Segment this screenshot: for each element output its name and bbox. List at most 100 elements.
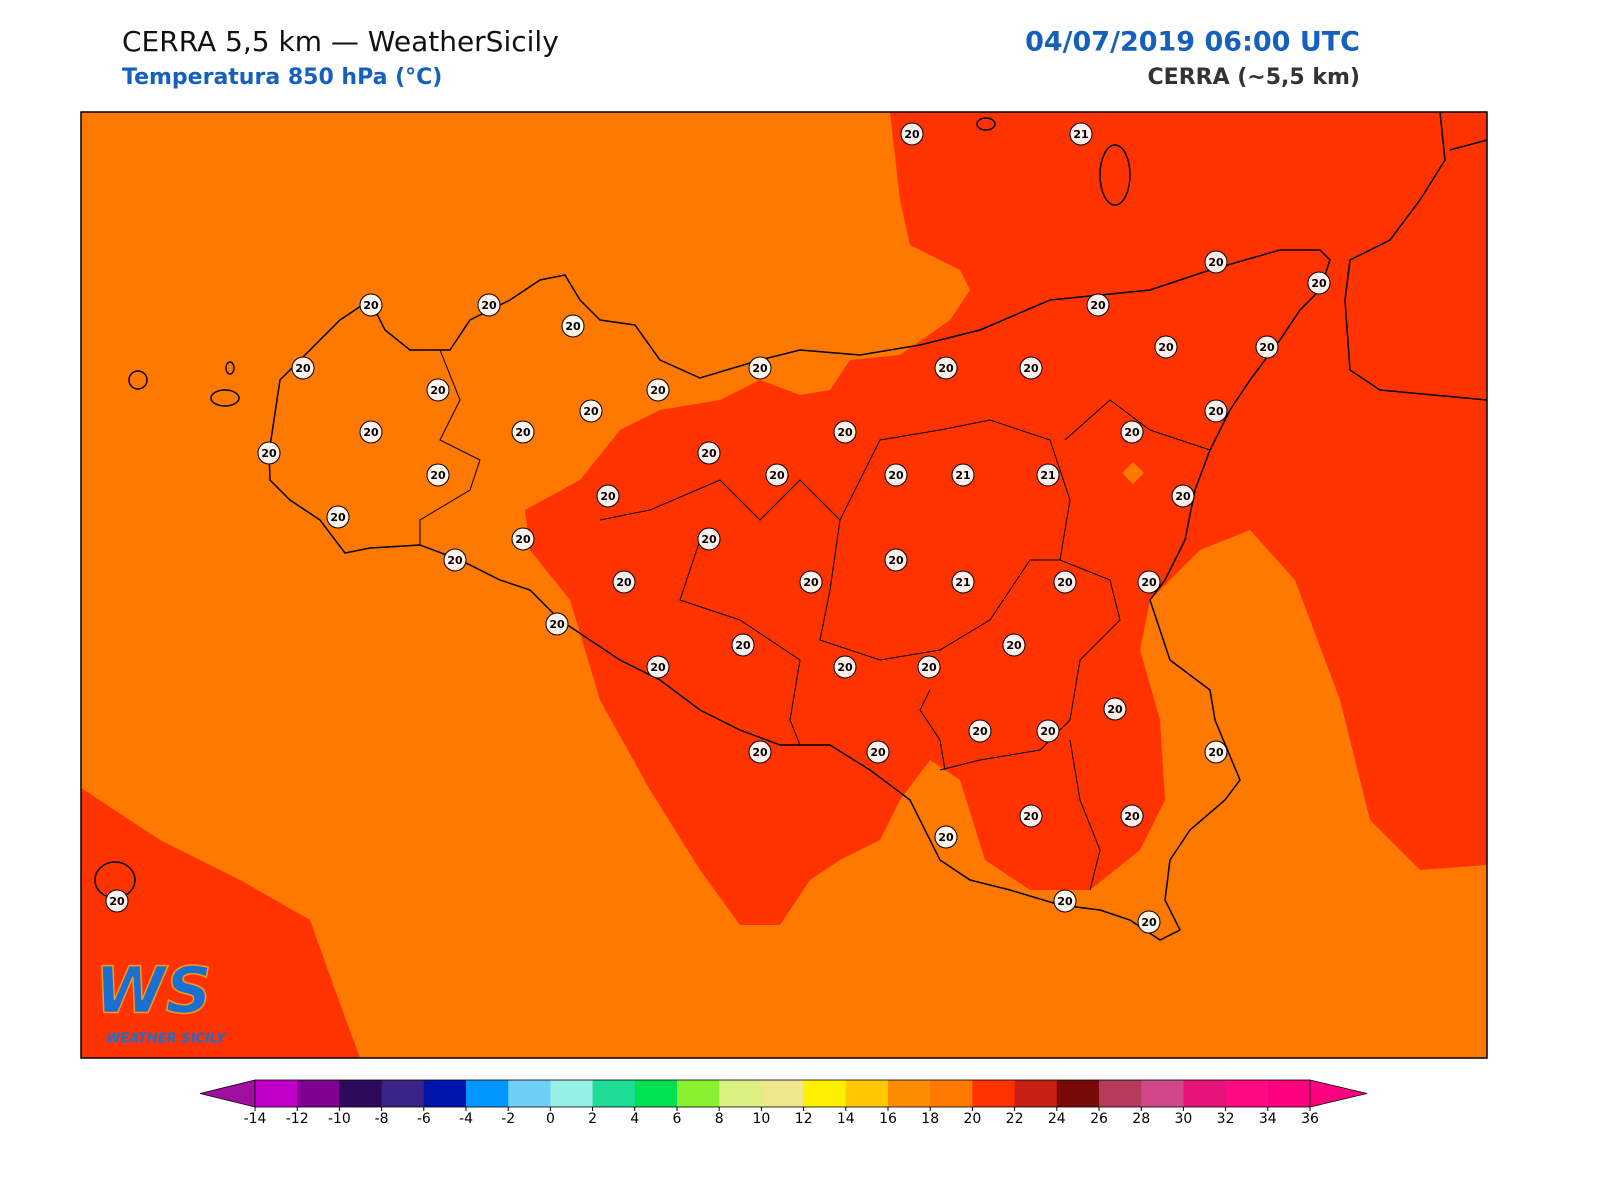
station-value: 21 bbox=[955, 576, 970, 589]
station-marker bbox=[799, 570, 823, 594]
station-value: 20 bbox=[600, 490, 616, 503]
station-value: 20 bbox=[870, 746, 886, 759]
station-marker bbox=[257, 441, 281, 465]
field-red bbox=[525, 112, 1487, 925]
station-marker bbox=[1171, 484, 1195, 508]
station-marker bbox=[765, 463, 789, 487]
station-value: 21 bbox=[1040, 469, 1055, 482]
station-value: 20 bbox=[430, 469, 446, 482]
colorbar-tick-label: -6 bbox=[417, 1111, 431, 1127]
colorbar-tick-label: 12 bbox=[795, 1111, 813, 1127]
station-value: 20 bbox=[1040, 725, 1056, 738]
station-marker bbox=[1103, 697, 1127, 721]
station-marker bbox=[1307, 271, 1331, 295]
station-marker bbox=[511, 527, 535, 551]
station-marker bbox=[291, 356, 315, 380]
station-value: 20 bbox=[295, 362, 311, 375]
colorbar-tick-label: 24 bbox=[1048, 1111, 1066, 1127]
station-marker bbox=[934, 825, 958, 849]
station-marker bbox=[1204, 250, 1228, 274]
colorbar-band bbox=[761, 1080, 805, 1107]
station-marker bbox=[426, 463, 450, 487]
station-value: 20 bbox=[701, 447, 717, 460]
logo-mark: WS bbox=[95, 955, 212, 1029]
colorbar-band bbox=[297, 1080, 340, 1107]
station-marker bbox=[326, 505, 350, 529]
station-marker bbox=[697, 441, 721, 465]
station-value: 20 bbox=[1023, 362, 1039, 375]
station-value: 21 bbox=[955, 469, 970, 482]
station-marker bbox=[646, 655, 670, 679]
colorbar-band bbox=[803, 1080, 847, 1107]
station-value: 20 bbox=[1208, 746, 1224, 759]
station-marker bbox=[1019, 356, 1043, 380]
colorbar-tick-label: -8 bbox=[375, 1111, 389, 1127]
station-marker bbox=[697, 527, 721, 551]
station-value: 20 bbox=[752, 746, 768, 759]
station-value: 20 bbox=[1208, 405, 1224, 418]
station-value: 20 bbox=[1124, 810, 1140, 823]
station-marker bbox=[511, 420, 535, 444]
station-marker bbox=[105, 889, 129, 913]
colorbar-tick-label: 34 bbox=[1259, 1111, 1277, 1127]
station-marker bbox=[1053, 889, 1077, 913]
colorbar: -14 -12 -10 -8 -6 -4 -2 0 2 4 6 8 10 12 14 16 18 20 22 24 26… bbox=[199, 1079, 1368, 1127]
station-value: 20 bbox=[803, 576, 819, 589]
colorbar-band bbox=[1225, 1080, 1269, 1107]
station-value: 21 bbox=[1073, 128, 1088, 141]
station-marker bbox=[1120, 420, 1144, 444]
station-marker bbox=[731, 633, 755, 657]
station-marker bbox=[1002, 633, 1026, 657]
station-value: 20 bbox=[888, 554, 904, 567]
colorbar-band bbox=[888, 1080, 931, 1107]
datetime: 04/07/2019 06:00 UTC bbox=[1025, 27, 1360, 58]
logo-text: WEATHER SICILY bbox=[106, 1032, 227, 1047]
station-value: 20 bbox=[1057, 895, 1073, 908]
colorbar-band bbox=[550, 1080, 594, 1107]
station-value: 20 bbox=[1141, 916, 1157, 929]
station-value: 20 bbox=[904, 128, 920, 141]
station-marker bbox=[426, 378, 450, 402]
station-value: 20 bbox=[583, 405, 599, 418]
station-marker bbox=[900, 122, 924, 146]
colorbar-tick-label: 26 bbox=[1090, 1111, 1108, 1127]
station-value: 20 bbox=[735, 639, 751, 652]
colorbar-band bbox=[677, 1080, 720, 1107]
station-marker bbox=[1069, 122, 1093, 146]
station-value: 20 bbox=[515, 426, 531, 439]
station-marker bbox=[833, 655, 857, 679]
colorbar-band bbox=[1014, 1080, 1058, 1107]
station-marker bbox=[1086, 293, 1110, 317]
station-value: 20 bbox=[701, 533, 717, 546]
station-marker bbox=[1255, 335, 1279, 359]
colorbar-tick-label: 32 bbox=[1217, 1111, 1235, 1127]
colorbar-band bbox=[339, 1080, 383, 1107]
colorbar-over bbox=[1309, 1079, 1368, 1108]
station-value: 20 bbox=[938, 831, 954, 844]
station-value: 20 bbox=[837, 661, 853, 674]
colorbar-band bbox=[1056, 1080, 1100, 1107]
station-marker bbox=[561, 314, 585, 338]
station-value: 20 bbox=[447, 554, 463, 567]
station-marker bbox=[1137, 570, 1161, 594]
station-value: 20 bbox=[921, 661, 937, 674]
station-marker bbox=[1036, 719, 1060, 743]
colorbar-band bbox=[592, 1080, 636, 1107]
colorbar-tick-label: 2 bbox=[588, 1111, 597, 1127]
model-label: CERRA (~5,5 km) bbox=[1148, 65, 1360, 90]
station-value: 20 bbox=[837, 426, 853, 439]
colorbar-band bbox=[972, 1080, 1016, 1107]
station-marker bbox=[748, 356, 772, 380]
colorbar-band bbox=[381, 1080, 425, 1107]
colorbar-band bbox=[508, 1080, 551, 1107]
station-value: 20 bbox=[363, 426, 379, 439]
colorbar-tick-label: 0 bbox=[546, 1111, 555, 1127]
station-marker bbox=[968, 719, 992, 743]
station-value: 20 bbox=[109, 895, 125, 908]
colorbar-tick-label: 4 bbox=[630, 1111, 639, 1127]
station-marker bbox=[359, 420, 383, 444]
station-marker bbox=[866, 740, 890, 764]
station-value: 20 bbox=[1006, 639, 1022, 652]
colorbar-tick-label: 20 bbox=[963, 1111, 981, 1127]
stations: 20 21 20 20 20 20 20 20 20 20 20 20 20 20 20 20 20 20 20 20… bbox=[105, 122, 1331, 934]
